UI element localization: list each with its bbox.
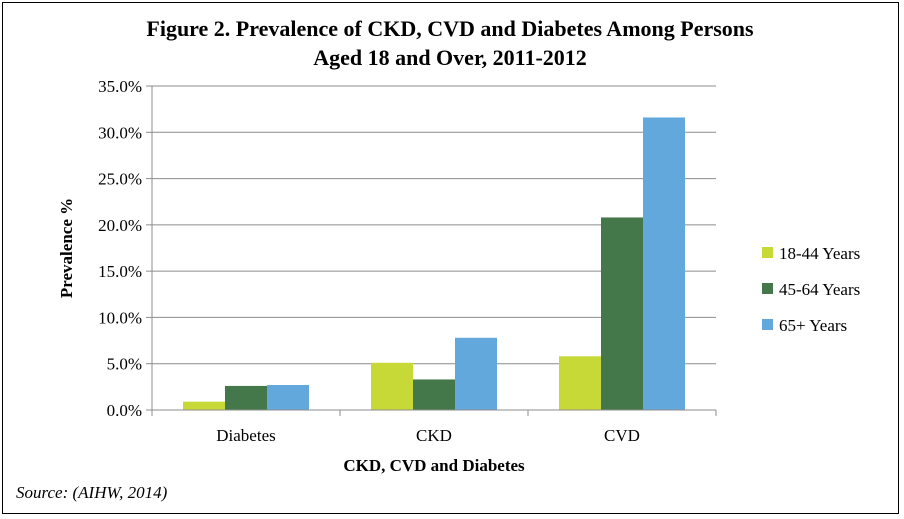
bar-cvd-2 — [601, 217, 643, 410]
chart-title: Figure 2. Prevalence of CKD, CVD and Dia… — [0, 14, 900, 72]
y-axis-ticks: 0.0% 5.0% 10.0% 15.0% 20.0% 25.0% 30.0% 35.0% — [98, 77, 152, 420]
x-axis-ticks: Diabetes CKD CVD — [151, 410, 717, 445]
bar-cvd-3 — [643, 117, 685, 410]
y-tick-label: 30.0% — [98, 123, 142, 142]
bar-cvd-1 — [559, 356, 601, 410]
y-tick-label: 35.0% — [98, 77, 142, 96]
legend-swatch — [762, 319, 773, 330]
y-tick-label: 10.0% — [98, 308, 142, 327]
x-tick-label: CVD — [604, 426, 640, 445]
bar-diabetes-1 — [183, 401, 225, 410]
chart-title-line-2: Aged 18 and Over, 2011-2012 — [313, 45, 587, 70]
bar-diabetes-3 — [267, 385, 309, 410]
legend-swatch — [762, 247, 773, 258]
y-tick-label: 15.0% — [98, 262, 142, 281]
bar-ckd-2 — [413, 379, 455, 410]
x-tick-label: Diabetes — [216, 426, 275, 445]
bar-ckd-3 — [455, 337, 497, 410]
figure-frame — [2, 2, 899, 514]
y-tick-label: 25.0% — [98, 170, 142, 189]
legend-label: 45-64 Years — [779, 280, 860, 299]
bar-ckd-1 — [371, 362, 413, 410]
legend-swatch — [762, 283, 773, 294]
y-tick-label: 5.0% — [107, 355, 142, 374]
chart-title-line-1: Figure 2. Prevalence of CKD, CVD and Dia… — [146, 16, 754, 41]
y-tick-label: 0.0% — [107, 401, 142, 420]
bar-diabetes-2 — [225, 385, 267, 410]
x-tick-label: CKD — [416, 426, 452, 445]
y-axis-title: Prevalence % — [57, 198, 76, 298]
legend-label: 18-44 Years — [779, 244, 860, 263]
y-tick-label: 20.0% — [98, 216, 142, 235]
x-axis-title: CKD, CVD and Diabetes — [343, 456, 525, 475]
legend: 18-44 Years 45-64 Years 65+ Years — [762, 244, 860, 335]
source-note: Source: (AIHW, 2014) — [16, 483, 168, 502]
bars — [183, 117, 685, 410]
legend-label: 65+ Years — [779, 316, 847, 335]
